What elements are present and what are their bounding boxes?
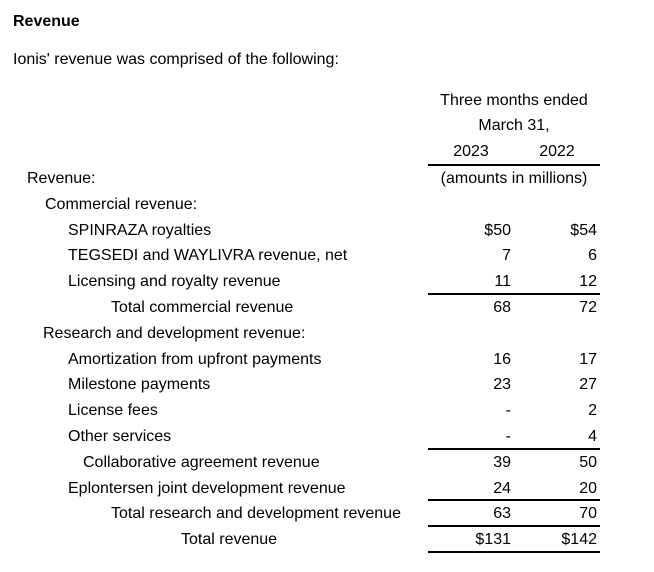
revenue-table: Revenue: (amounts in millions) Commercia… bbox=[0, 166, 654, 553]
intro-text: Ionis' revenue was comprised of the foll… bbox=[13, 51, 339, 68]
table-row: TEGSEDI and WAYLIVRA revenue, net 7 6 bbox=[0, 243, 654, 269]
row-values: 39 50 bbox=[428, 450, 600, 476]
table-row-revenue-header: Revenue: (amounts in millions) bbox=[0, 166, 654, 192]
period-header-line-2: March 31, bbox=[478, 117, 550, 135]
row-label: TEGSEDI and WAYLIVRA revenue, net bbox=[68, 247, 348, 265]
row-label: Total research and development revenue bbox=[111, 505, 401, 523]
value-2023: 39 bbox=[493, 453, 511, 471]
row-values: 16 17 bbox=[428, 347, 600, 373]
row-values: -2 bbox=[428, 398, 600, 424]
value-2022: 70 bbox=[579, 505, 597, 523]
table-row: Amortization from upfront payments 16 17 bbox=[0, 347, 654, 373]
value-2022: 50 bbox=[579, 453, 597, 471]
row-values: $131 $142 bbox=[428, 527, 600, 553]
row-label: License fees bbox=[68, 402, 158, 420]
row-label: Commercial revenue: bbox=[45, 195, 198, 213]
value-2022: 6 bbox=[588, 247, 597, 265]
table-row: Commercial revenue: bbox=[0, 192, 654, 218]
value-2023: 24 bbox=[493, 479, 511, 497]
row-values: 11 12 bbox=[428, 269, 600, 295]
value-2022: 17 bbox=[579, 350, 597, 368]
table-row: Other services -4 bbox=[0, 424, 654, 450]
table-row: Eplontersen joint development revenue 24 2… bbox=[0, 476, 654, 502]
value-2023: 68 bbox=[493, 298, 511, 316]
value-2022: 27 bbox=[579, 376, 597, 394]
units-note: (amounts in millions) bbox=[440, 170, 588, 187]
value-2023: 63 bbox=[493, 505, 511, 523]
row-label: Total commercial revenue bbox=[111, 298, 294, 316]
row-label: SPINRAZA royalties bbox=[68, 221, 212, 239]
year-header-row: 2023 2022 bbox=[428, 139, 600, 166]
column-header-2023: 2023 bbox=[453, 142, 489, 160]
row-values: $50 $54 bbox=[428, 218, 600, 244]
row-values: 23 27 bbox=[428, 372, 600, 398]
value-2022: 4 bbox=[588, 427, 597, 445]
row-values bbox=[428, 321, 600, 347]
row-label: Collaborative agreement revenue bbox=[83, 453, 320, 471]
value-2022: 72 bbox=[579, 298, 597, 316]
row-label: Other services bbox=[68, 427, 172, 445]
row-label-revenue: Revenue: bbox=[27, 170, 96, 187]
table-row: Total revenue $131 $142 bbox=[0, 527, 654, 553]
row-label: Eplontersen joint development revenue bbox=[68, 479, 346, 497]
table-row: Milestone payments 23 27 bbox=[0, 372, 654, 398]
table-row: Licensing and royalty revenue 11 12 bbox=[0, 269, 654, 295]
value-2023 bbox=[428, 321, 514, 347]
value-2023: 16 bbox=[493, 350, 511, 368]
row-label: Research and development revenue: bbox=[43, 324, 306, 342]
value-2023: 7 bbox=[502, 247, 511, 265]
table-row: Research and development revenue: bbox=[0, 321, 654, 347]
value-2023: - bbox=[505, 427, 511, 445]
value-2023: $131 bbox=[475, 531, 511, 549]
table-row: Collaborative agreement revenue 39 50 bbox=[0, 450, 654, 476]
value-2022: 2 bbox=[588, 402, 597, 420]
table-row: SPINRAZA royalties $50 $54 bbox=[0, 218, 654, 244]
table-row: Total commercial revenue 68 72 bbox=[0, 295, 654, 321]
value-2022: $142 bbox=[561, 531, 597, 549]
table-row: License fees -2 bbox=[0, 398, 654, 424]
row-values: 63 70 bbox=[428, 501, 600, 528]
value-2022 bbox=[514, 192, 600, 218]
value-2023 bbox=[428, 192, 514, 218]
row-label: Licensing and royalty revenue bbox=[68, 273, 281, 291]
value-2023: - bbox=[505, 402, 511, 420]
table-row: Total research and development revenue 63… bbox=[0, 501, 654, 528]
value-2022: 20 bbox=[579, 479, 597, 497]
column-header-2022: 2022 bbox=[539, 142, 575, 160]
value-2022 bbox=[514, 321, 600, 347]
value-2022: $54 bbox=[570, 221, 597, 239]
row-label: Milestone payments bbox=[68, 376, 211, 394]
row-values bbox=[428, 192, 600, 218]
value-2023: 23 bbox=[493, 376, 511, 394]
row-label: Total revenue bbox=[181, 531, 278, 549]
row-values: 24 20 bbox=[428, 476, 600, 502]
row-label: Amortization from upfront payments bbox=[68, 350, 322, 368]
section-title: Revenue bbox=[13, 13, 80, 30]
value-2023: 11 bbox=[494, 273, 511, 291]
period-header-line-1: Three months ended bbox=[440, 92, 588, 109]
table-period-header: Three months ended March 31, 2023 2022 bbox=[428, 88, 600, 166]
value-2022: 12 bbox=[579, 273, 597, 291]
value-2023: $50 bbox=[484, 221, 511, 239]
row-values: 68 72 bbox=[428, 295, 600, 321]
row-values: -4 bbox=[428, 424, 600, 450]
